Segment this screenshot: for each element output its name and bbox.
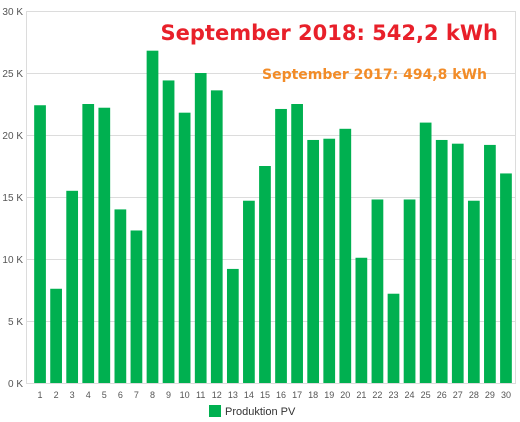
y-tick-label: 20 K — [2, 131, 23, 142]
bar[interactable] — [467, 200, 480, 383]
bar[interactable] — [226, 268, 239, 383]
x-tick-label: 1 — [38, 390, 43, 400]
x-axis-tick-labels: 1 2 3 4 5 6 7 8 9 10 11 12 13 14 15 16 17 18 19 20 21 22 23 24 2… — [38, 390, 511, 400]
bar[interactable] — [178, 112, 191, 384]
bar[interactable] — [387, 293, 400, 383]
x-tick-label: 5 — [102, 390, 107, 400]
bar[interactable] — [82, 104, 95, 383]
x-tick-label: 30 — [501, 390, 511, 400]
bar[interactable] — [243, 200, 255, 383]
x-tick-label: 10 — [180, 390, 190, 400]
x-tick-label: 6 — [118, 390, 123, 400]
x-tick-label: 16 — [276, 390, 286, 400]
x-tick-label: 2 — [54, 390, 59, 400]
x-tick-label: 20 — [340, 390, 350, 400]
x-tick-label: 29 — [485, 390, 495, 400]
x-tick-label: 4 — [86, 390, 91, 400]
y-tick-label: 0 K — [8, 379, 23, 390]
bar[interactable] — [114, 209, 127, 383]
x-tick-label: 24 — [405, 390, 415, 400]
x-tick-label: 27 — [453, 390, 463, 400]
bar[interactable] — [500, 173, 512, 383]
x-tick-label: 22 — [372, 390, 382, 400]
x-tick-label: 18 — [308, 390, 318, 400]
bar[interactable] — [403, 199, 416, 383]
y-tick-label: 30 K — [2, 7, 23, 18]
bar[interactable] — [162, 80, 175, 383]
x-tick-label: 14 — [244, 390, 254, 400]
x-tick-label: 25 — [421, 390, 431, 400]
annotation-september-2018: September 2018: 542,2 kWh — [161, 21, 498, 45]
legend-swatch — [209, 405, 221, 417]
bar[interactable] — [146, 50, 159, 384]
legend-label: Produktion PV — [225, 406, 296, 418]
y-tick-label: 15 K — [2, 193, 23, 204]
bar[interactable] — [275, 108, 287, 384]
bar[interactable] — [50, 288, 62, 383]
bar[interactable] — [451, 143, 464, 383]
bar-series — [34, 50, 512, 384]
bar[interactable] — [291, 104, 303, 383]
bar[interactable] — [194, 73, 207, 383]
x-tick-label: 17 — [292, 390, 302, 400]
annotation-september-2017: September 2017: 494,8 kWh — [262, 67, 487, 83]
bar[interactable] — [66, 190, 79, 383]
bar[interactable] — [34, 105, 46, 384]
x-tick-label: 12 — [212, 390, 222, 400]
x-tick-label: 7 — [134, 390, 139, 400]
bar[interactable] — [419, 122, 432, 383]
bar[interactable] — [323, 138, 336, 383]
bar[interactable] — [484, 144, 496, 383]
bar[interactable] — [339, 128, 352, 383]
x-tick-label: 9 — [166, 390, 171, 400]
y-tick-label: 10 K — [2, 255, 23, 266]
bar[interactable] — [307, 139, 320, 383]
x-tick-label: 3 — [70, 390, 75, 400]
legend[interactable]: Produktion PV — [209, 405, 296, 418]
bar[interactable] — [98, 107, 111, 383]
bar[interactable] — [259, 166, 271, 383]
y-axis-tick-labels: 0 K 5 K 10 K 15 K 20 K 25 K 30 K — [2, 7, 23, 390]
y-tick-label: 5 K — [8, 317, 23, 328]
y-tick-label: 25 K — [2, 69, 23, 80]
x-tick-label: 8 — [150, 390, 155, 400]
x-tick-label: 11 — [196, 390, 205, 400]
x-tick-label: 19 — [324, 390, 334, 400]
x-tick-label: 13 — [228, 390, 238, 400]
x-tick-label: 23 — [388, 390, 398, 400]
x-tick-label: 21 — [356, 390, 366, 400]
bar[interactable] — [355, 257, 368, 383]
x-tick-label: 15 — [260, 390, 270, 400]
bar[interactable] — [435, 139, 448, 383]
bar[interactable] — [130, 230, 143, 383]
x-tick-label: 28 — [469, 390, 479, 400]
bar[interactable] — [210, 90, 223, 384]
bar[interactable] — [371, 199, 384, 383]
x-tick-label: 26 — [437, 390, 447, 400]
